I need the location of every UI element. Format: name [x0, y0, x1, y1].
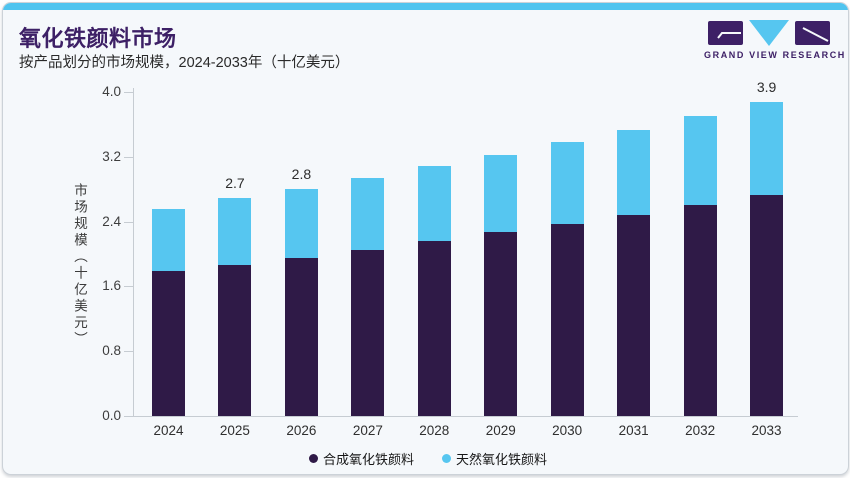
chart-legend: 合成氧化铁颜料 天然氧化铁颜料 [3, 449, 848, 468]
y-axis-tick [124, 92, 133, 93]
y-tick-label: 3.2 [102, 148, 121, 164]
gvr-logo-v-icon [749, 20, 789, 46]
bar-segment-synthetic [417, 241, 451, 416]
bar-segment-natural [351, 178, 385, 250]
y-tick-label: 2.4 [102, 213, 121, 229]
stacked-bar-chart: 0.0 0.8 1.6 2.4 3.2 4.0 2024 2025 2.7 2026 2.8 2027… [3, 3, 848, 474]
x-tick-label: 2032 [685, 423, 716, 438]
legend-dot-synthetic-icon [308, 454, 318, 463]
bar-segment-natural [284, 189, 318, 258]
bar-data-label: 2.8 [291, 166, 312, 182]
bar-segment-natural [617, 130, 651, 215]
y-axis-line [133, 88, 134, 416]
y-axis-title: 市场规模（十亿美元） [72, 183, 87, 348]
x-tick-label: 2026 [286, 423, 317, 438]
y-tick-label: 1.6 [102, 278, 121, 294]
legend-item-natural: 天然氧化铁颜料 [442, 449, 547, 468]
y-axis-tick [124, 351, 133, 353]
bar-segment-synthetic [683, 205, 717, 416]
bar-segment-natural [152, 209, 185, 271]
y-axis-tick [124, 221, 133, 223]
legend-label-natural: 天然氧化铁颜料 [456, 452, 548, 467]
bar-segment-synthetic [617, 215, 651, 416]
y-tick-label: 4.0 [102, 84, 121, 99]
y-tick-label: 0.0 [102, 408, 121, 423]
x-axis-line [133, 416, 798, 417]
bar-segment-synthetic [284, 258, 318, 416]
bar-segment-synthetic [152, 271, 185, 416]
bar-segment-natural [417, 166, 451, 241]
bar-segment-synthetic [550, 224, 584, 416]
bar-segment-natural [484, 155, 518, 232]
x-tick-label: 2029 [485, 423, 516, 438]
x-tick-label: 2030 [552, 423, 583, 438]
legend-item-synthetic: 合成氧化铁颜料 [308, 449, 414, 468]
bar-segment-synthetic [218, 265, 252, 416]
x-tick-label: 2028 [419, 423, 450, 438]
logo-text: GRAND VIEW RESEARCH [704, 50, 846, 60]
bar-segment-natural [550, 142, 584, 224]
legend-label-synthetic: 合成氧化铁颜料 [322, 452, 414, 467]
chart-subtitle: 按产品划分的市场规模，2024-2033年（十亿美元） [19, 55, 350, 71]
bar-segment-synthetic [351, 250, 385, 416]
legend-dot-natural-icon [442, 454, 451, 463]
card-top-accent-bar [3, 3, 848, 10]
x-tick-label: 2027 [352, 423, 383, 438]
bar-segment-natural [218, 198, 252, 265]
grand-view-research-logo: GRAND VIEW RESEARCH [704, 19, 846, 60]
x-tick-label: 2025 [219, 423, 250, 438]
bar-segment-synthetic [484, 232, 518, 416]
bar-data-label: 3.9 [756, 79, 777, 95]
x-tick-label: 2033 [751, 423, 782, 438]
page-title: 氧化铁颜料市场 [19, 26, 177, 51]
y-axis-tick [124, 286, 133, 288]
bar-segment-natural [683, 116, 717, 205]
x-tick-label: 2031 [618, 423, 649, 438]
y-axis-tick [124, 416, 133, 417]
x-tick-label: 2024 [153, 423, 184, 438]
y-tick-label: 0.8 [102, 343, 121, 359]
bar-data-label: 2.7 [225, 175, 245, 191]
y-axis-tick [124, 156, 133, 158]
bar-segment-synthetic [750, 195, 784, 416]
bar-segment-natural [750, 102, 784, 195]
gvr-logo-mark-icon [708, 20, 830, 46]
